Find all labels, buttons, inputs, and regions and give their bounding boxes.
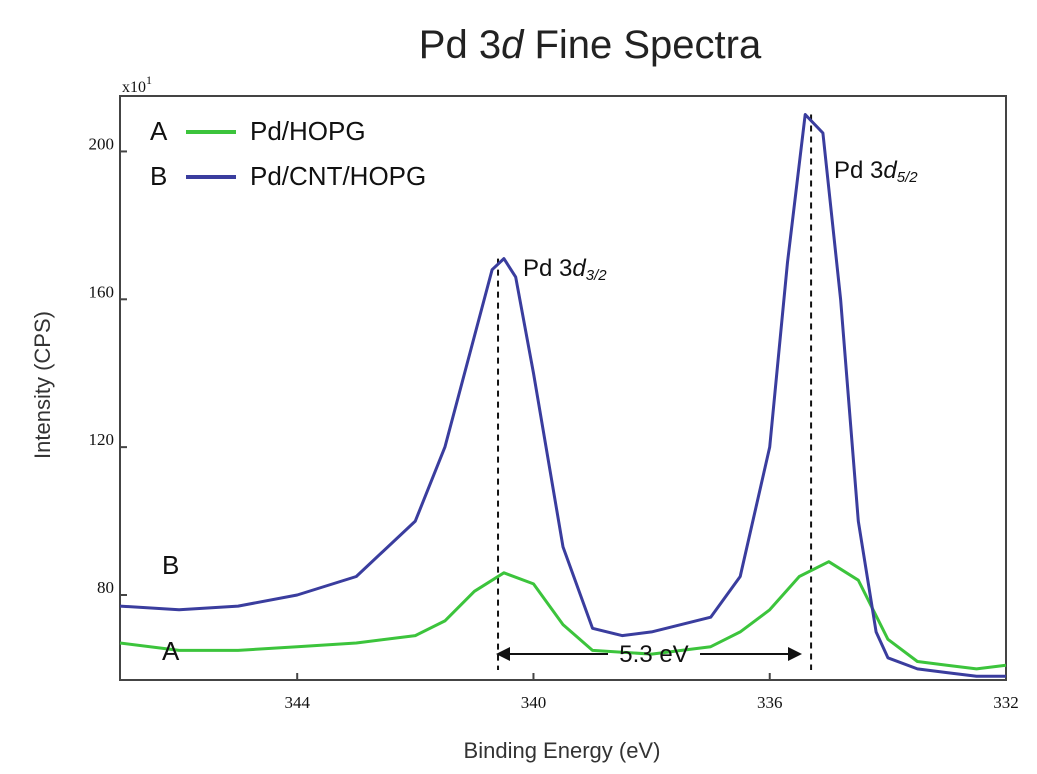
spacing-label: 5.3 eV bbox=[619, 641, 688, 668]
legend-entry-b: B Pd/CNT/HOPG bbox=[150, 161, 426, 191]
series-layer bbox=[119, 113, 1007, 678]
y-tick-label: 120 bbox=[89, 430, 115, 449]
x-tick-label: 332 bbox=[993, 693, 1019, 712]
y-multiplier: x101 bbox=[122, 73, 152, 96]
series-line-b bbox=[119, 113, 1006, 678]
legend-label-b: Pd/CNT/HOPG bbox=[250, 161, 426, 191]
legend-background bbox=[140, 110, 510, 200]
y-multiplier-exponent: 1 bbox=[146, 73, 152, 87]
plot-frame bbox=[119, 95, 1007, 681]
chart-title-prefix: Pd 3 bbox=[419, 23, 501, 67]
spacing-arrow: 5.3 eV bbox=[496, 641, 802, 668]
legend-key-b: B bbox=[150, 161, 167, 191]
x-tick-label: 344 bbox=[284, 693, 310, 712]
legend-key-a: A bbox=[150, 116, 168, 146]
y-multiplier-base: x10 bbox=[122, 79, 146, 96]
legend-entry-a: A Pd/HOPG bbox=[150, 116, 366, 146]
ticks-layer: 344 340 336 332 80 120 160 200 bbox=[89, 134, 1019, 712]
x-tick-label: 336 bbox=[757, 693, 783, 712]
curve-label-b: B bbox=[162, 550, 179, 580]
y-axis-label: Intensity (CPS) bbox=[30, 311, 55, 459]
peak-label-3d32: Pd 3d3/2 bbox=[523, 255, 607, 284]
chart-title: Pd 3d Fine Spectra bbox=[419, 23, 762, 67]
chart-title-italic: d bbox=[501, 23, 525, 67]
legend-label-a: Pd/HOPG bbox=[250, 116, 366, 146]
y-tick-label: 160 bbox=[89, 282, 115, 301]
y-tick-label: 80 bbox=[97, 578, 114, 597]
y-tick-label: 200 bbox=[89, 134, 115, 153]
reference-lines-layer bbox=[497, 114, 813, 670]
spacing-arrowhead-right bbox=[788, 647, 802, 661]
curve-label-a: A bbox=[162, 636, 180, 666]
x-tick-label: 340 bbox=[521, 693, 547, 712]
legend: A Pd/HOPG B Pd/CNT/HOPG bbox=[140, 110, 510, 200]
chart-title-suffix: Fine Spectra bbox=[523, 23, 762, 67]
x-axis-label: Binding Energy (eV) bbox=[464, 738, 661, 763]
peak-label-3d52: Pd 3d5/2 bbox=[834, 157, 918, 186]
spacing-arrowhead-left bbox=[496, 647, 510, 661]
series-line-a bbox=[119, 560, 1007, 671]
